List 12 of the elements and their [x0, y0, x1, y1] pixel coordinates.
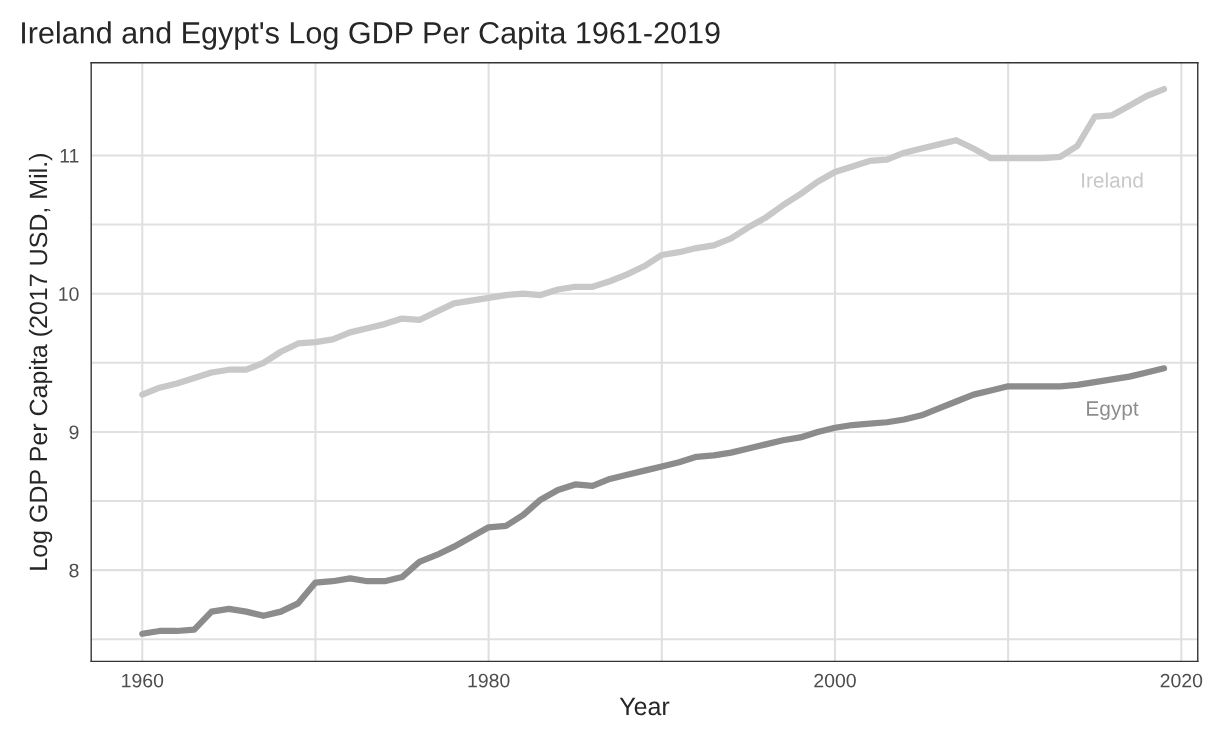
chart-title: Ireland and Egypt's Log GDP Per Capita 1961-2019 [22, 21, 720, 50]
y-axis-title: Log GDP Per Capita (2017 USD, Mil.) [28, 154, 53, 570]
x-axis-title: Year [619, 697, 670, 716]
y-tick-label: 11 [60, 149, 79, 163]
x-tick-label: 1960 [122, 673, 164, 688]
series-label: Egypt [1087, 401, 1139, 420]
y-tick-label: 8 [69, 563, 79, 578]
y-tick-label: 10 [59, 287, 79, 301]
x-tick-label: 2020 [1160, 673, 1203, 688]
x-tick-label: 1980 [468, 673, 510, 688]
x-tick-label: 2000 [814, 673, 856, 688]
y-tick-label: 9 [69, 425, 79, 440]
